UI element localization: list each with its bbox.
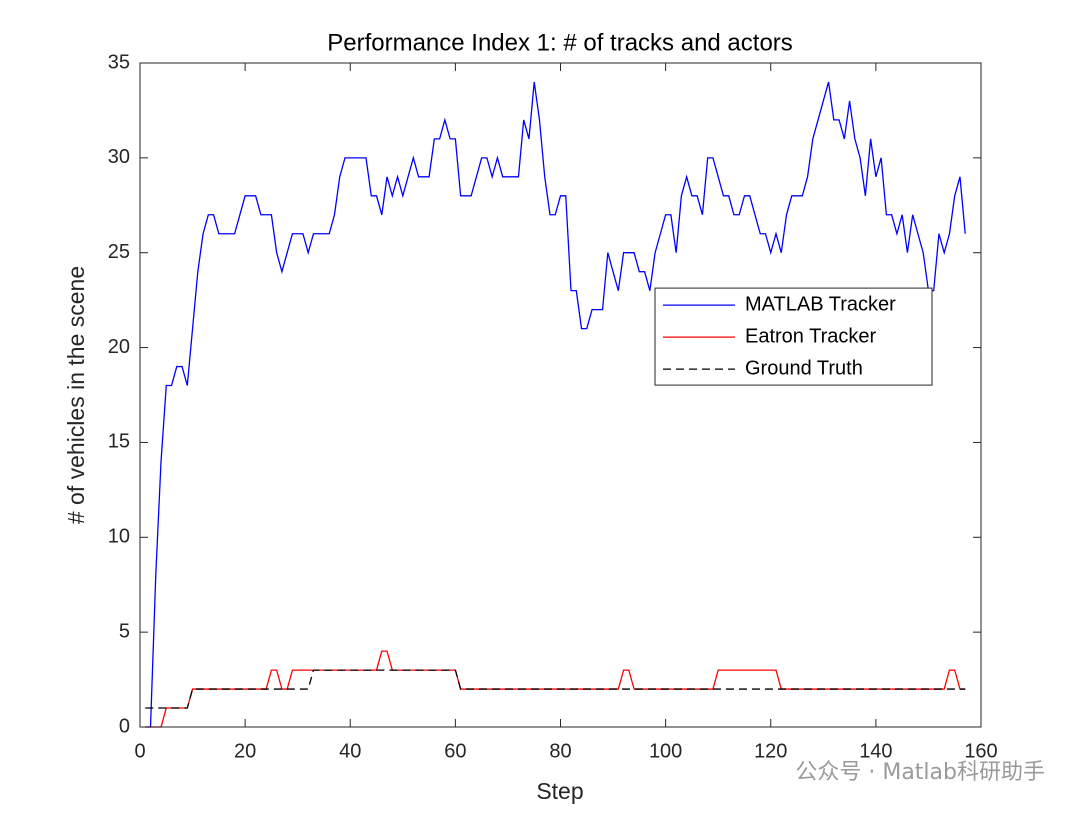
y-tick-label: 30 xyxy=(108,146,130,168)
x-axis-title: Step xyxy=(536,778,583,804)
x-tick-label: 80 xyxy=(549,740,571,762)
legend: MATLAB Tracker Eatron Tracker Ground Truth xyxy=(654,287,933,386)
x-tick-label: 20 xyxy=(234,740,256,762)
legend-label: MATLAB Tracker xyxy=(745,293,896,315)
y-tick-label: 15 xyxy=(108,431,130,453)
y-tick-label: 35 xyxy=(108,51,130,73)
watermark: 公众号 · Matlab科研助手 xyxy=(795,760,1045,785)
legend-label: Ground Truth xyxy=(745,357,863,379)
data-line xyxy=(145,81,966,728)
y-tick-label: 5 xyxy=(119,620,130,642)
x-tick-label: 100 xyxy=(649,740,682,762)
y-tick-label: 10 xyxy=(108,526,130,548)
plot-frame xyxy=(139,62,982,728)
y-tick-label: 20 xyxy=(108,336,130,358)
x-tick-label: 0 xyxy=(134,740,145,762)
chart-title: Performance Index 1: # of tracks and act… xyxy=(327,29,793,56)
x-tick-label: 160 xyxy=(964,740,997,762)
x-tick-label: 40 xyxy=(339,740,361,762)
data-line xyxy=(145,650,966,728)
y-tick-label: 0 xyxy=(119,715,130,737)
legend-label: Eatron Tracker xyxy=(745,325,877,347)
y-axis-title: # of vehicles in the scene xyxy=(63,266,89,524)
y-tick-label: 25 xyxy=(108,241,130,263)
x-tick-label: 140 xyxy=(859,740,892,762)
x-tick-label: 60 xyxy=(444,740,466,762)
x-tick-label: 120 xyxy=(754,740,787,762)
plot-area xyxy=(140,63,981,727)
